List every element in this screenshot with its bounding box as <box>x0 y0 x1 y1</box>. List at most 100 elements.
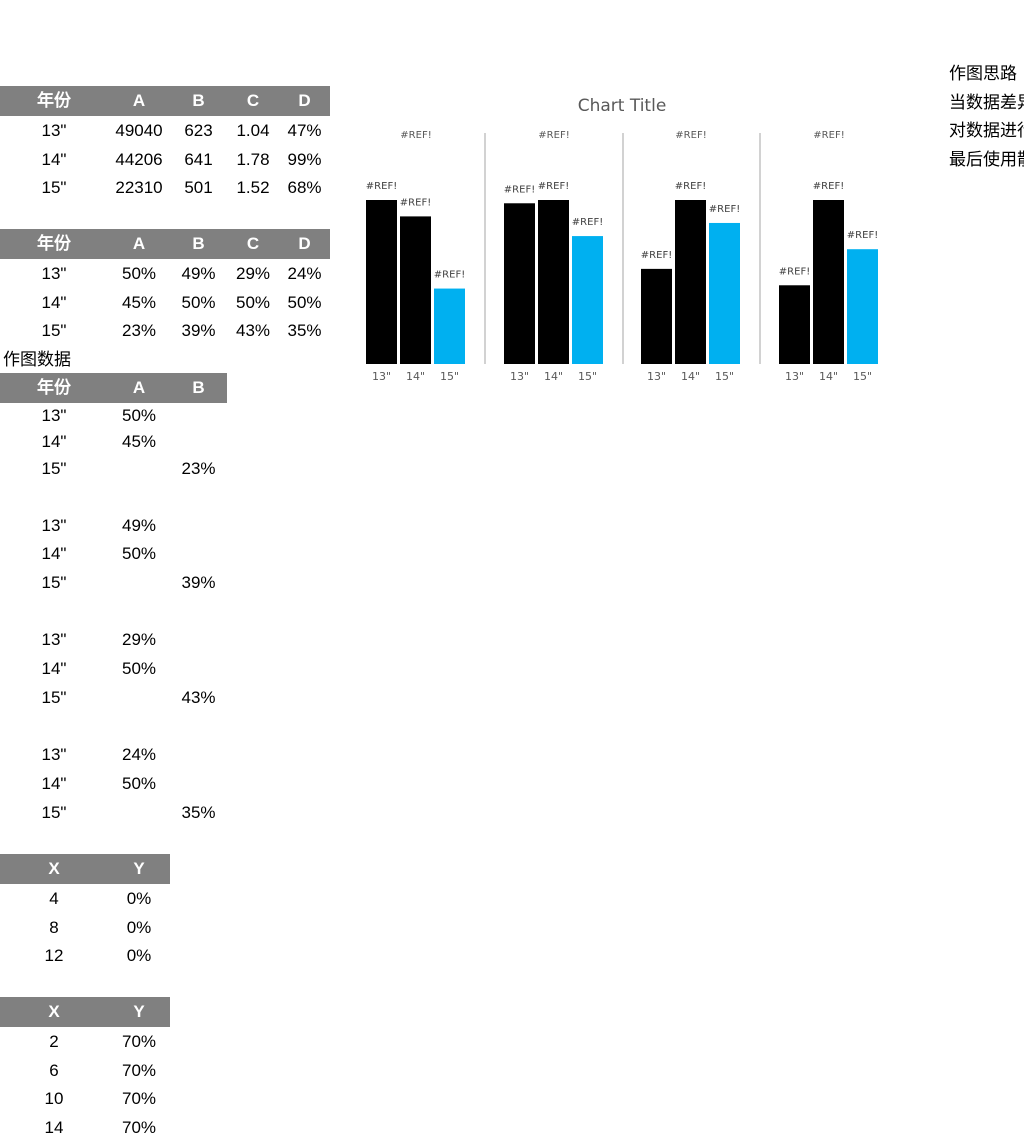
data-label: #REF! <box>709 204 740 215</box>
table-cell: 43% <box>235 321 271 341</box>
bar <box>641 268 672 364</box>
table-cell: 14" <box>41 149 67 169</box>
xy-table-1: X Y 4 0% 8 0% 12 0% <box>0 854 170 970</box>
table-cell: 50% <box>287 292 322 312</box>
panel-label: #REF! <box>538 130 569 141</box>
data-label: #REF! <box>675 181 706 192</box>
x-tick-label: 14" <box>819 370 838 383</box>
table-cell: 1.04 <box>236 121 270 140</box>
xy-table-2: X Y 2 70% 6 70% 10 70% 14 70% <box>0 997 170 1142</box>
bar <box>400 216 431 364</box>
table-cell <box>170 655 227 684</box>
table-cell: 44206 <box>115 149 163 169</box>
table-header: 年份 A B <box>0 373 227 403</box>
table-cell: 13" <box>41 515 67 535</box>
table-row: 15" 39% <box>0 569 227 598</box>
table-cell <box>170 512 227 541</box>
table-cell: 0% <box>126 946 152 966</box>
header-cell: X <box>48 859 60 878</box>
x-tick-label: 14" <box>544 370 563 383</box>
table-cell: 29% <box>235 264 271 283</box>
table-cell <box>108 454 170 483</box>
table-row: 13" 50% 49% 29% 24% <box>0 259 330 288</box>
table-cell: 14" <box>41 659 67 679</box>
table-cell: 39% <box>181 321 216 341</box>
table-row: 14" 50% <box>0 655 227 684</box>
table-row: 15" 23% 39% 43% 35% <box>0 316 330 345</box>
table-cell: 50% <box>121 264 157 283</box>
x-tick-label: 14" <box>681 370 700 383</box>
table-row: 4 0% <box>0 884 170 913</box>
table-cell: 1.52 <box>236 178 270 198</box>
table-cell: 6 <box>49 1060 59 1080</box>
table-cell <box>170 540 227 569</box>
bar <box>779 285 810 364</box>
table-cell: 641 <box>184 149 213 169</box>
table-cell: 23% <box>181 459 216 478</box>
panel-label: #REF! <box>400 130 431 141</box>
header-cell: A <box>132 234 146 253</box>
table-cell: 39% <box>181 573 216 593</box>
table-row: 13" 50% <box>0 403 227 429</box>
table-row: 10 70% <box>0 1084 170 1113</box>
plot-data-caption: 作图数据 <box>3 350 71 369</box>
table-cell: 15" <box>41 802 67 822</box>
table-cell: 24% <box>121 745 157 765</box>
table-cell: 4 <box>49 889 59 908</box>
group-spacer <box>0 483 227 512</box>
table-row: 14" 45% 50% 50% 50% <box>0 288 330 317</box>
table-cell <box>170 626 227 655</box>
table-row: 14 70% <box>0 1113 170 1142</box>
table-cell: 12 <box>44 946 64 966</box>
header-cell: Y <box>133 1002 145 1021</box>
bar <box>434 288 465 364</box>
table-cell: 50% <box>121 406 157 425</box>
x-tick-label: 14" <box>406 370 425 383</box>
data-label: #REF! <box>434 270 465 281</box>
table-cell: 14" <box>41 544 67 564</box>
table-cell: 24% <box>287 264 322 283</box>
table-header: 年份 A B C D <box>0 86 330 116</box>
data-label: #REF! <box>572 217 603 228</box>
table-cell: 1.78 <box>236 149 270 169</box>
table-cell: 49040 <box>115 121 163 140</box>
table-cell <box>108 569 170 598</box>
table-cell: 8 <box>49 917 59 937</box>
header-cell: A <box>132 91 146 110</box>
table-cell: 15" <box>41 459 67 478</box>
table-cell: 15" <box>41 573 67 593</box>
bar <box>709 222 740 364</box>
table-row: 15" 23% <box>0 454 227 483</box>
table-cell: 14 <box>44 1118 64 1138</box>
table-cell: 10 <box>44 1089 64 1109</box>
data-table-2: 年份 A B C D 13" 50% 49% 29% 24% 14" 45% 50% 50% 50% 15" 2… <box>0 229 330 345</box>
x-tick-label: 15" <box>853 370 872 383</box>
bar <box>366 200 397 364</box>
table-cell: 43% <box>181 687 216 707</box>
data-label: #REF! <box>366 181 397 192</box>
table-cell: 49% <box>121 515 157 535</box>
group-spacer <box>0 598 227 627</box>
table-cell <box>170 429 227 455</box>
table-cell: 23% <box>121 321 157 341</box>
table-cell: 14" <box>41 431 67 451</box>
table-row: 15" 35% <box>0 799 227 828</box>
data-label: #REF! <box>400 197 431 208</box>
table-cell: 70% <box>121 1089 157 1109</box>
x-tick-label: 15" <box>578 370 597 383</box>
plot-data-table: 年份 A B 13" 50% 14" 45% 15" 23% 13" 49% 14" 50% 15" 39%… <box>0 373 227 827</box>
panel-label: #REF! <box>675 130 706 141</box>
table-row: 12 0% <box>0 941 170 970</box>
table-cell: 2 <box>49 1032 59 1051</box>
note-line: 作图思路 <box>949 64 1017 83</box>
data-label: #REF! <box>813 181 844 192</box>
header-cell: B <box>192 91 205 110</box>
header-cell: D <box>298 91 311 110</box>
table-cell <box>108 799 170 828</box>
table-cell <box>108 684 170 713</box>
table-cell: 47% <box>287 121 322 140</box>
table-cell: 13" <box>41 264 67 283</box>
note-line: 对数据进行 <box>949 121 1024 141</box>
